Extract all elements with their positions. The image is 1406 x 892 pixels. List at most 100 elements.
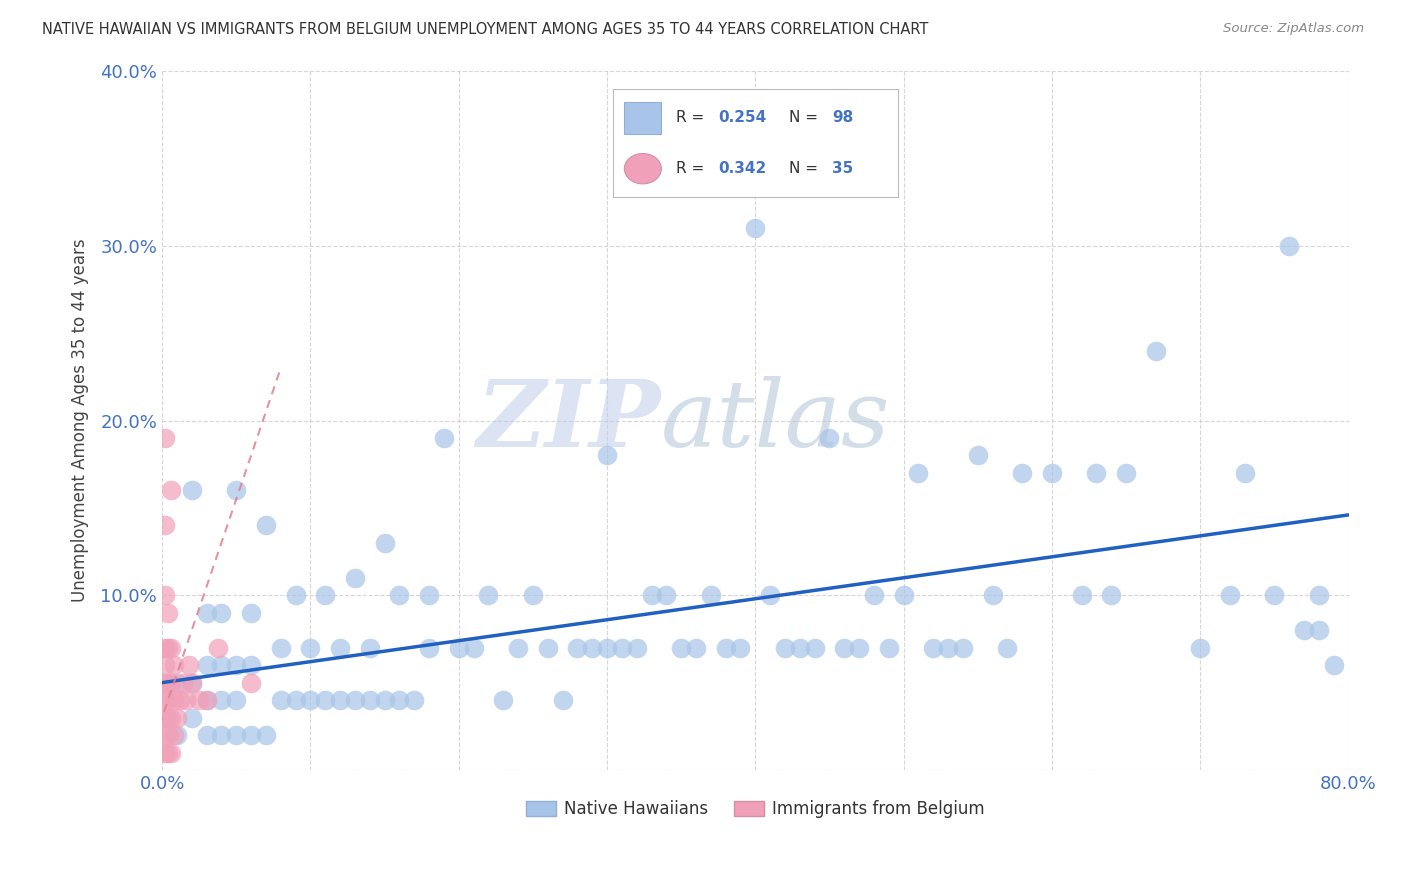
Point [1070, 588, 1092, 602]
Point [877, 640, 900, 655]
Point [240, 658, 263, 673]
Point [596, 449, 619, 463]
Point [153, 518, 176, 533]
Point [1085, 466, 1108, 480]
Point [803, 640, 825, 655]
Point [180, 483, 202, 498]
Point [685, 640, 707, 655]
Point [195, 606, 218, 620]
Point [207, 640, 229, 655]
Point [655, 588, 678, 602]
Point [447, 640, 470, 655]
Point [225, 693, 247, 707]
Point [374, 693, 396, 707]
Point [1189, 640, 1212, 655]
Point [922, 640, 945, 655]
Point [1219, 588, 1241, 602]
Point [626, 640, 648, 655]
Point [180, 675, 202, 690]
Point [157, 746, 180, 760]
Point [936, 640, 959, 655]
Point [240, 606, 263, 620]
Point [1040, 466, 1063, 480]
Point [153, 640, 176, 655]
Point [157, 675, 180, 690]
Point [418, 588, 440, 602]
Point [153, 658, 176, 673]
Point [153, 693, 176, 707]
Point [952, 640, 974, 655]
Text: Source: ZipAtlas.com: Source: ZipAtlas.com [1223, 22, 1364, 36]
Point [153, 710, 176, 724]
Point [374, 536, 396, 550]
Point [596, 640, 619, 655]
Point [240, 675, 263, 690]
Point [343, 693, 366, 707]
Point [209, 728, 232, 742]
Point [172, 675, 194, 690]
Point [1263, 588, 1285, 602]
Point [157, 728, 180, 742]
Point [981, 588, 1004, 602]
Point [163, 728, 186, 742]
Point [329, 640, 352, 655]
Text: ZIP: ZIP [477, 376, 661, 466]
Point [1278, 239, 1301, 253]
Point [506, 640, 529, 655]
Point [537, 640, 560, 655]
Point [160, 710, 183, 724]
Point [1233, 466, 1256, 480]
Point [329, 693, 352, 707]
Point [153, 675, 176, 690]
Point [1011, 466, 1033, 480]
Text: atlas: atlas [661, 376, 890, 466]
Point [270, 693, 292, 707]
Point [166, 710, 188, 724]
Point [388, 588, 411, 602]
Point [567, 640, 589, 655]
Point [157, 693, 180, 707]
Point [153, 728, 176, 742]
Point [418, 640, 440, 655]
Point [195, 658, 218, 673]
Point [153, 431, 176, 445]
Point [404, 693, 426, 707]
Point [209, 658, 232, 673]
Point [581, 640, 603, 655]
Point [314, 588, 336, 602]
Point [195, 728, 218, 742]
Point [163, 658, 186, 673]
Point [1099, 588, 1122, 602]
Point [1294, 624, 1316, 638]
Point [153, 588, 176, 602]
Point [225, 483, 247, 498]
Point [789, 640, 811, 655]
Point [160, 675, 183, 690]
Point [169, 693, 191, 707]
Point [433, 431, 456, 445]
Point [893, 588, 915, 602]
Point [195, 693, 218, 707]
Point [551, 693, 574, 707]
Point [773, 640, 796, 655]
Point [157, 710, 180, 724]
Point [1144, 343, 1167, 358]
Point [177, 658, 200, 673]
Point [314, 693, 336, 707]
Point [166, 675, 188, 690]
Point [863, 588, 886, 602]
Point [492, 693, 515, 707]
Point [388, 693, 411, 707]
Point [1308, 588, 1330, 602]
Point [669, 640, 692, 655]
Point [254, 518, 277, 533]
Point [907, 466, 929, 480]
Point [254, 728, 277, 742]
Point [157, 640, 180, 655]
Point [225, 658, 247, 673]
Point [240, 728, 263, 742]
Point [160, 483, 183, 498]
Text: NATIVE HAWAIIAN VS IMMIGRANTS FROM BELGIUM UNEMPLOYMENT AMONG AGES 35 TO 44 YEAR: NATIVE HAWAIIAN VS IMMIGRANTS FROM BELGI… [42, 22, 928, 37]
Point [759, 588, 782, 602]
Point [343, 571, 366, 585]
